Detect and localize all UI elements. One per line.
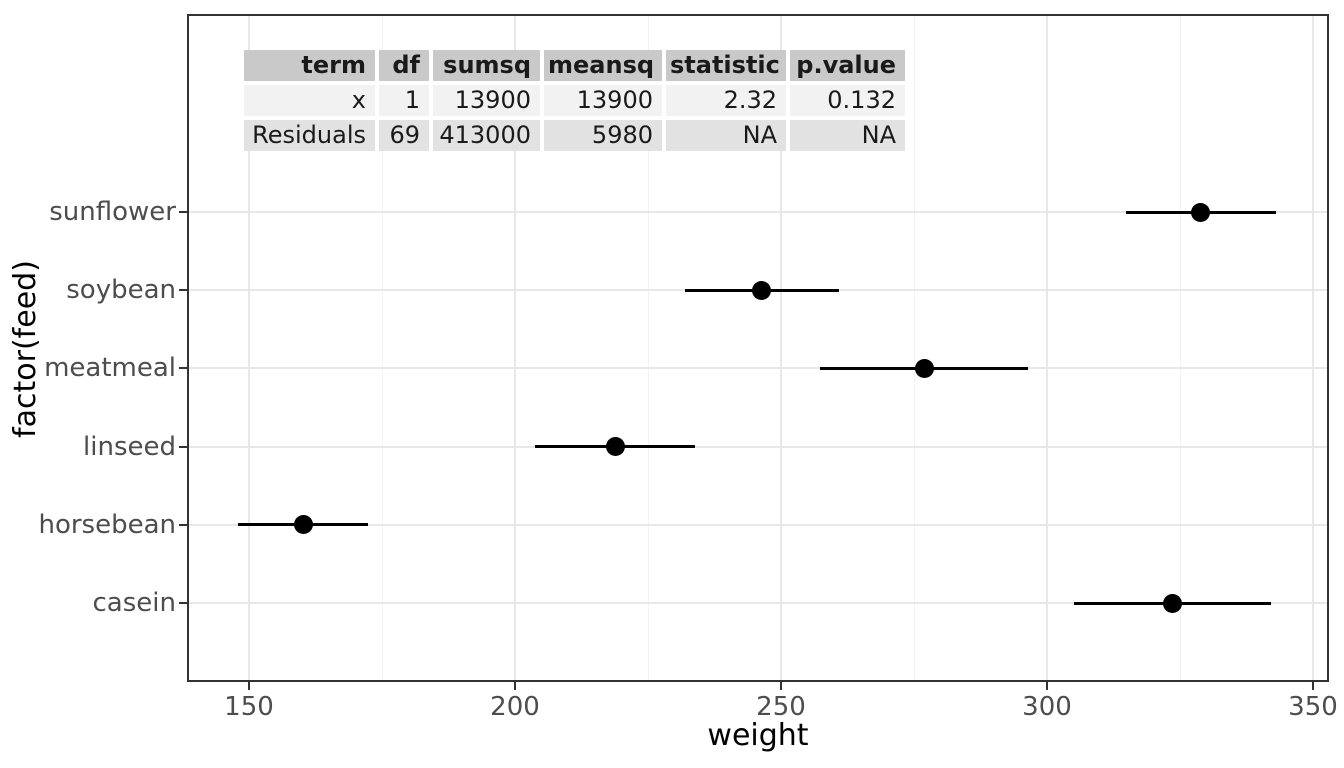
- table-cell-r1-c2: 413000: [433, 120, 540, 151]
- x-tick-300: [1046, 682, 1048, 690]
- gridline-major-x-200: [514, 14, 516, 682]
- x-tick-label-250: 250: [756, 692, 806, 722]
- y-tick-label-meatmeal: meatmeal: [44, 353, 176, 384]
- y-axis-title: factor(feed): [8, 260, 43, 438]
- table-header-p-value: p.value: [790, 50, 905, 81]
- table-cell-r0-c3: 13900: [544, 85, 662, 116]
- y-tick-label-soybean: soybean: [66, 275, 176, 306]
- point-soybean: [752, 280, 772, 300]
- gridline-minor-x-225: [647, 14, 649, 682]
- point-horsebean: [293, 515, 313, 535]
- y-tick-label-linseed: linseed: [83, 431, 176, 462]
- table-cell-r1-c3: 5980: [544, 120, 662, 151]
- table-cell-r0-c1: 1: [379, 85, 429, 116]
- table-cell-r1-c1: 69: [379, 120, 429, 151]
- table-cell-r1-c5: NA: [790, 120, 905, 151]
- table-header-statistic: statistic: [666, 50, 786, 81]
- point-sunflower: [1191, 202, 1211, 222]
- x-tick-350: [1312, 682, 1314, 690]
- gridline-major-x-350: [1312, 14, 1314, 682]
- table-header-term: term: [244, 50, 375, 81]
- gridline-major-y-linseed: [187, 445, 1329, 448]
- x-axis-title: weight: [707, 718, 809, 753]
- gridline-minor-x-275: [913, 14, 915, 682]
- x-tick-label-350: 350: [1288, 692, 1338, 722]
- y-tick-casein: [179, 602, 187, 604]
- y-tick-sunflower: [179, 211, 187, 213]
- table-header-meansq: meansq: [544, 50, 662, 81]
- point-meatmeal: [914, 358, 934, 378]
- x-tick-250: [780, 682, 782, 690]
- table-cell-r1-c0: Residuals: [244, 120, 375, 151]
- y-tick-soybean: [179, 289, 187, 292]
- gridline-major-x-150: [248, 14, 250, 682]
- gridline-major-y-casein: [187, 602, 1329, 604]
- y-tick-meatmeal: [179, 367, 187, 370]
- table-cell-r0-c2: 13900: [433, 85, 540, 116]
- point-linseed: [605, 437, 625, 457]
- x-tick-label-300: 300: [1022, 692, 1072, 722]
- table-header-sumsq: sumsq: [433, 50, 540, 81]
- gridline-major-y-sunflower: [187, 211, 1329, 213]
- gridline-major-x-300: [1046, 14, 1048, 682]
- y-tick-label-casein: casein: [92, 588, 176, 618]
- table-cell-r0-c0: x: [244, 85, 375, 116]
- y-tick-linseed: [179, 445, 187, 448]
- gridline-minor-x-175: [381, 14, 383, 682]
- x-tick-200: [514, 682, 516, 690]
- x-tick-label-150: 150: [224, 692, 274, 722]
- gridline-major-y-horsebean: [187, 523, 1329, 526]
- anova-table: term df sumsq meansq statistic p.value x 1 13900…: [244, 50, 905, 151]
- x-tick-150: [248, 682, 250, 690]
- table-cell-r1-c4: NA: [666, 120, 786, 151]
- table-cell-r0-c4: 2.32: [666, 85, 786, 116]
- y-tick-label-horsebean: horsebean: [38, 509, 176, 540]
- gridline-minor-x-325: [1179, 14, 1181, 682]
- gridline-major-x-250: [780, 14, 782, 682]
- x-tick-label-200: 200: [490, 692, 540, 722]
- y-tick-horsebean: [179, 523, 187, 526]
- point-casein: [1163, 593, 1183, 613]
- table-cell-r0-c5: 0.132: [790, 85, 905, 116]
- y-tick-label-sunflower: sunflower: [49, 197, 176, 227]
- table-header-df: df: [379, 50, 429, 81]
- gridline-major-y-meatmeal: [187, 367, 1329, 370]
